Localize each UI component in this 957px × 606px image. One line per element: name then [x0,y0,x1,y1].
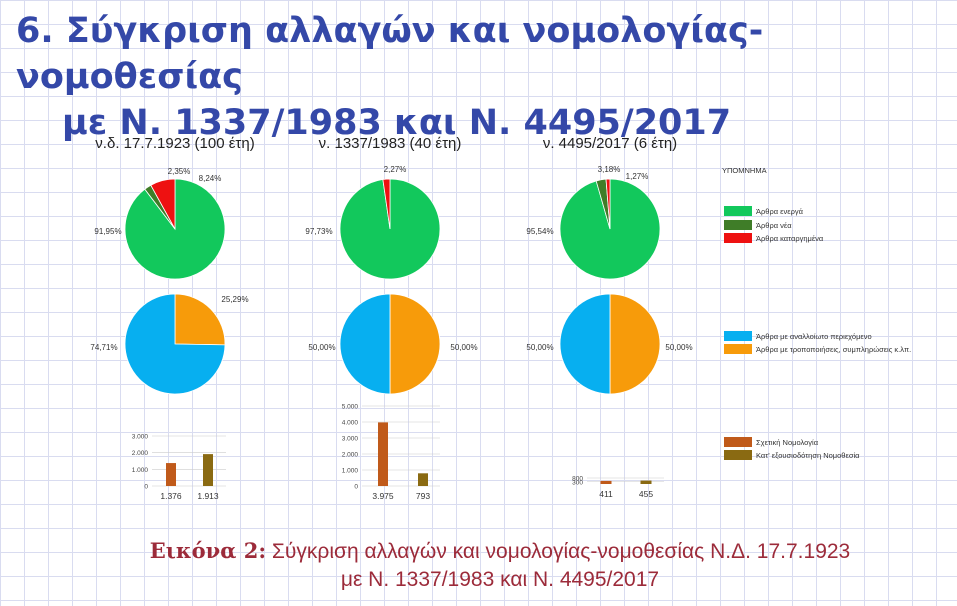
pie-1-slice-label: 91,95% [94,227,121,236]
pie-6-slice-amended [609,293,661,395]
bar-chart-2-bar-delegated [418,473,428,486]
bar-chart-1-value-label: 1.913 [197,491,219,501]
bar-chart-2-tick-label: 1.000 [342,468,359,475]
caption-line-2: με Ν. 1337/1983 και Ν. 4495/2017 [340,568,660,591]
bar-chart-1-tick-label: 0 [144,484,148,491]
pie-3-slice-label: 3,18% [598,165,621,174]
pie-2-slice-label: 97,73% [305,227,332,236]
pie-title-2: ν. 1337/1983 (40 έτη) [319,135,462,152]
pie-6-slice-label: 50,00% [665,343,692,352]
pie-2-slice-repealed [382,178,391,230]
slide-title: 6. Σύγκριση αλλαγών και νομολογίας-νομοθ… [16,8,946,146]
pie-3-slice-label: 1,27% [626,172,649,181]
bar-chart-2-tick-label: 0 [354,484,358,491]
pie-6-slice-label: 50,00% [526,343,553,352]
legend-content-label: Άρθρα με τροποποιήσεις, συμπληρώσεις κ.λ… [756,345,911,354]
bar-chart-2-tick-label: 2.000 [342,452,359,459]
pie-5-slice-label: 50,00% [450,343,477,352]
pie-3-slice-label: 95,54% [526,227,553,236]
bar-chart-1-tick-label: 1.000 [132,467,149,474]
pie-4-slice-label: 74,71% [90,343,117,352]
pie-6-slice-unchanged [559,293,611,395]
pie-1-slice-label: 2,35% [168,167,191,176]
legend-status-label: Άρθρα ενεργά [756,207,804,216]
legend-content-swatch-unchanged [724,331,752,341]
pie-4-slice-label: 25,29% [221,295,248,304]
legend-content-label: Άρθρα με αναλλοίωτο περιεχόμενο [756,332,872,341]
pie-4-slice-unchanged [124,293,226,395]
bar-chart-3-tick-label: 300 [572,479,583,486]
bar-chart-3-bar-delegated [640,480,652,484]
pie-1-slice-label: 8,24% [199,174,222,183]
pie-3-slice-repealed [605,178,611,230]
bar-chart-2-bar-case_law [378,422,388,486]
bar-chart-2-tick-label: 4.000 [342,420,359,427]
pie-4-slice-amended [174,293,226,346]
title-line-1: 6. Σύγκριση αλλαγών και νομολογίας-νομοθ… [16,11,764,97]
bar-chart-2-value-label: 3.975 [372,491,394,501]
legend-bars-label: Σχετική Νομολογία [756,438,819,447]
bar-chart-1-tick-label: 3.000 [132,434,149,441]
legend-content-swatch-amended [724,344,752,354]
bar-chart-1-bar-delegated [203,454,213,486]
pie-5-slice-amended [389,293,441,395]
caption-line-1: Σύγκριση αλλαγών και νομολογίας-νομοθεσί… [271,540,851,563]
legend-bars-swatch-case_law [724,437,752,447]
legend-status-swatch-new [724,220,752,230]
legend-status-label: Άρθρα καταργημένα [756,234,824,243]
legend-bars-label: Κατ' εξουσιοδότηση Νομοθεσία [756,451,860,460]
pie-title-3: ν. 4495/2017 (6 έτη) [543,135,677,152]
title-line-2: με Ν. 1337/1983 και Ν. 4495/2017 [62,103,732,143]
bar-chart-3-value-label: 455 [639,489,653,499]
legend-status-swatch-repealed [724,233,752,243]
bar-chart-1-tick-label: 2.000 [132,450,149,457]
bar-chart-2-value-label: 793 [416,491,430,501]
figure-caption: Εικόνα 2: Σύγκριση αλλαγών και νομολογία… [70,537,930,594]
pie-5-slice-label: 50,00% [308,343,335,352]
bar-chart-3-value-label: 411 [599,489,613,499]
legend-status-swatch-active [724,206,752,216]
bar-chart-3-bar-case_law [600,480,612,484]
bar-chart-3-tick-label: 800 [572,476,583,483]
bar-chart-2-tick-label: 5.000 [342,404,359,411]
bar-chart-2-tick-label: 3.000 [342,436,359,443]
bar-chart-1-value-label: 1.376 [160,491,182,501]
pie-1-slice-repealed [150,178,176,230]
pie-5-slice-unchanged [339,293,391,395]
legend-title: ΥΠΟΜΝΗΜΑ [722,166,767,175]
pie-title-1: ν.δ. 17.7.1923 (100 έτη) [95,135,254,152]
legend-bars-swatch-delegated [724,450,752,460]
bar-chart-1-bar-case_law [166,463,176,486]
caption-label: Εικόνα 2: [149,538,267,563]
pie-2-slice-label: 2,27% [384,165,407,174]
legend-status-label: Άρθρα νέα [756,221,792,230]
